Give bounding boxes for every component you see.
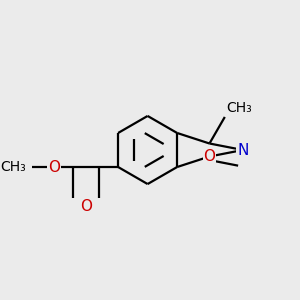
Text: CH₃: CH₃ <box>226 100 252 115</box>
Text: O: O <box>203 149 215 164</box>
Text: O: O <box>80 199 92 214</box>
Text: O: O <box>48 160 60 175</box>
Text: N: N <box>237 142 249 158</box>
Text: CH₃: CH₃ <box>1 160 26 174</box>
